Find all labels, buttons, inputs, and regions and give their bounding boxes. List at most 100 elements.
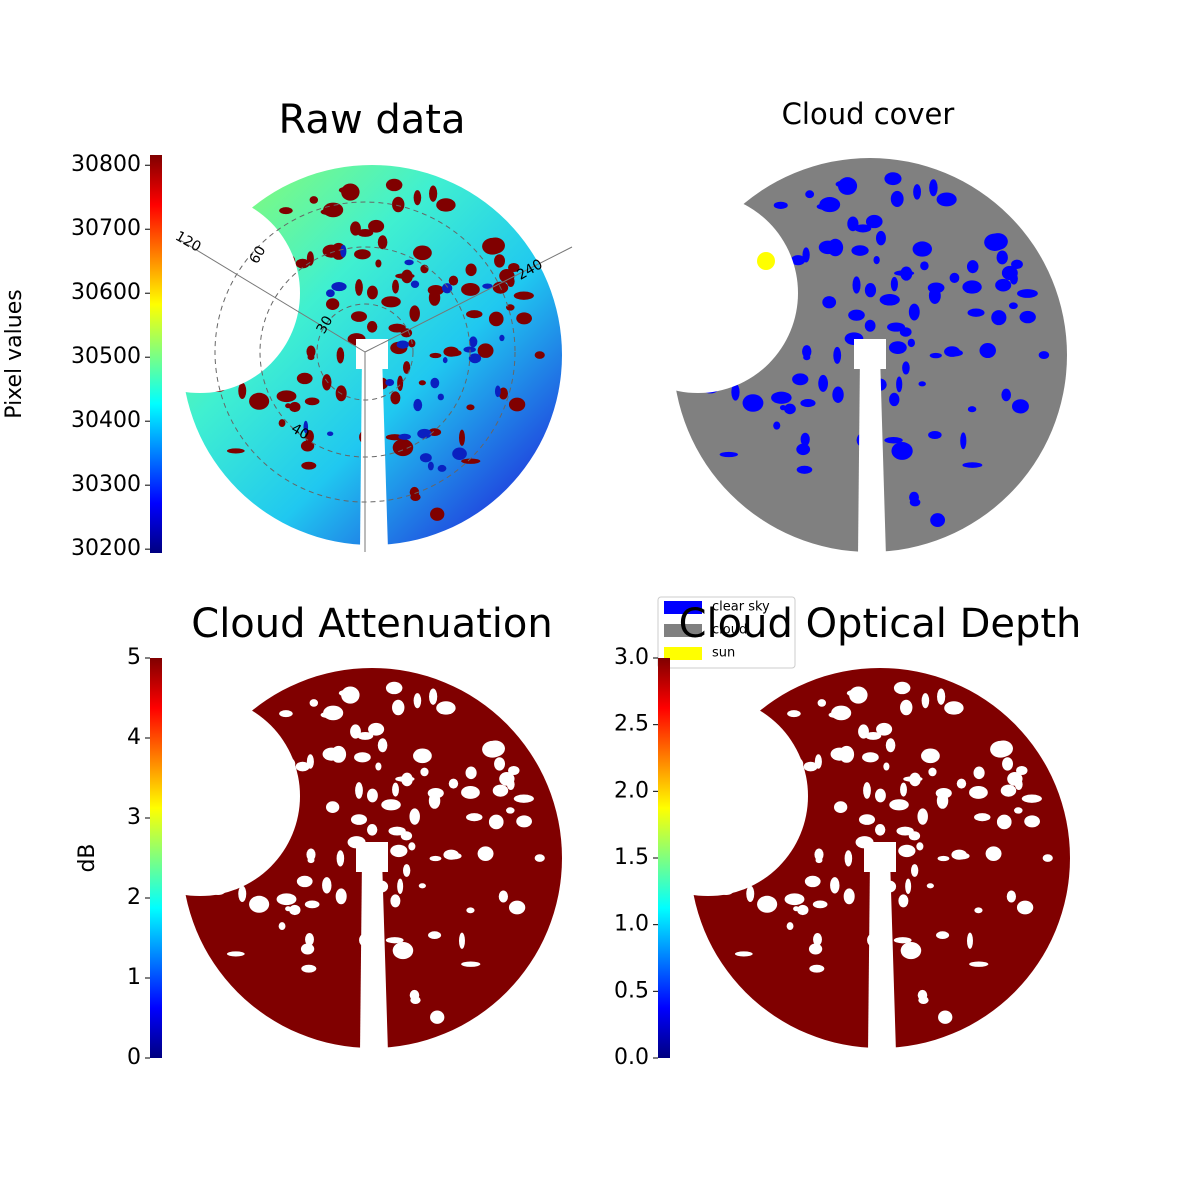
sky-blob-dark — [494, 385, 501, 398]
sky-blob — [893, 937, 912, 944]
sky-blob — [466, 310, 483, 319]
sky-blob — [935, 788, 952, 799]
sky-blob — [833, 346, 842, 364]
sky-blob — [868, 354, 885, 363]
sky-blob — [936, 931, 950, 940]
sky-blob — [996, 814, 1012, 830]
colorbar-tick-label: 0 — [127, 1045, 141, 1070]
sky-blob — [815, 857, 823, 864]
sky-blob — [336, 850, 345, 867]
sky-blob — [402, 361, 411, 374]
sky-blob — [1014, 807, 1023, 814]
sky-blob — [363, 934, 380, 947]
sky-blob — [813, 932, 822, 946]
sky-blob-dark — [340, 244, 347, 258]
sky-blob — [488, 814, 504, 830]
sky-blob — [888, 341, 907, 355]
sky-blob-dark — [499, 334, 505, 342]
sky-blob — [889, 799, 909, 811]
sky-blob-dark — [385, 379, 395, 387]
sky-blob — [350, 311, 368, 322]
sky-blob — [366, 320, 378, 333]
sky-blob — [209, 380, 227, 393]
sky-blob — [793, 906, 800, 912]
sky-blob — [289, 401, 301, 413]
sky-blob-dark — [469, 336, 478, 348]
sky-blob — [966, 932, 973, 949]
sky-blob — [513, 291, 534, 300]
sky-blob — [969, 961, 989, 967]
sky-blob — [499, 772, 515, 786]
sky-blob — [458, 429, 465, 446]
sky-blob — [458, 932, 465, 949]
sky-blob — [309, 699, 319, 707]
sky-blob — [306, 848, 316, 861]
sky-blob — [430, 507, 445, 521]
sky-blob — [930, 513, 946, 527]
sky-blob — [883, 880, 897, 893]
colorbar — [150, 658, 162, 1058]
sky-blob — [279, 207, 293, 215]
sky-blob — [828, 711, 844, 718]
legend-patch — [664, 601, 702, 614]
sky-blob — [865, 731, 882, 740]
sky-blob — [1016, 765, 1028, 776]
colorbar-tick-label: 2 — [127, 885, 141, 910]
sky-blob — [800, 432, 810, 447]
sky-blob-dark — [442, 357, 448, 364]
sky-blob — [418, 380, 426, 386]
colorbar-tick-label: 30300 — [71, 472, 141, 497]
sky-blob — [851, 245, 869, 256]
sky-blob — [249, 323, 269, 335]
sky-blob — [494, 254, 506, 268]
sky-blob — [320, 711, 336, 718]
sky-blob — [408, 842, 416, 851]
sky-blob — [966, 260, 979, 274]
sky-blob — [832, 386, 844, 403]
sky-blob — [513, 794, 534, 803]
sky-blob — [900, 699, 913, 716]
sky-blob — [742, 321, 763, 335]
sky-blob — [951, 849, 967, 860]
sky-blob — [991, 310, 1007, 326]
sky-blob-dark — [398, 433, 411, 440]
sky-blob — [893, 681, 911, 695]
sky-blob — [285, 906, 292, 912]
sky-image — [182, 668, 562, 1048]
sky-blob — [796, 465, 813, 474]
sky-blob — [429, 688, 438, 705]
sky-blob — [985, 846, 1002, 861]
sky-blob — [865, 214, 883, 229]
sky-blob — [896, 826, 914, 836]
legend-label: cloud — [712, 623, 747, 638]
colorbar-tick-label: 0.5 — [614, 978, 649, 1003]
sky-blob — [717, 883, 735, 896]
polar-grid-line — [364, 246, 573, 353]
sky-blob — [375, 377, 389, 390]
sky-blob-dark — [404, 259, 414, 266]
sky-blob — [760, 733, 780, 742]
sky-blob — [209, 883, 227, 896]
sky-blob — [482, 237, 503, 255]
sky-blob — [1011, 399, 1029, 414]
sky-blob — [226, 448, 245, 454]
sky-blob — [789, 757, 804, 771]
colorbar-tick-label: 5 — [127, 645, 141, 670]
sky-blob — [701, 381, 720, 394]
sky-blob — [392, 438, 414, 457]
colorbar-tick-label: 1.0 — [614, 912, 649, 937]
sky-blob — [912, 241, 933, 257]
colorbar — [150, 155, 162, 553]
sky-blob — [226, 951, 245, 957]
sky-blob — [852, 276, 861, 294]
sky-blob — [305, 932, 314, 946]
sky-blob — [1038, 351, 1050, 359]
sky-blob — [320, 208, 336, 215]
sky-blob — [890, 190, 904, 207]
sky-blob — [466, 813, 483, 822]
sky-blob — [818, 374, 828, 392]
sky-blob — [896, 376, 903, 393]
sky-blob-dark — [410, 280, 420, 288]
sky-blob — [375, 762, 382, 771]
colorbar-tick-label: 30700 — [71, 216, 141, 241]
